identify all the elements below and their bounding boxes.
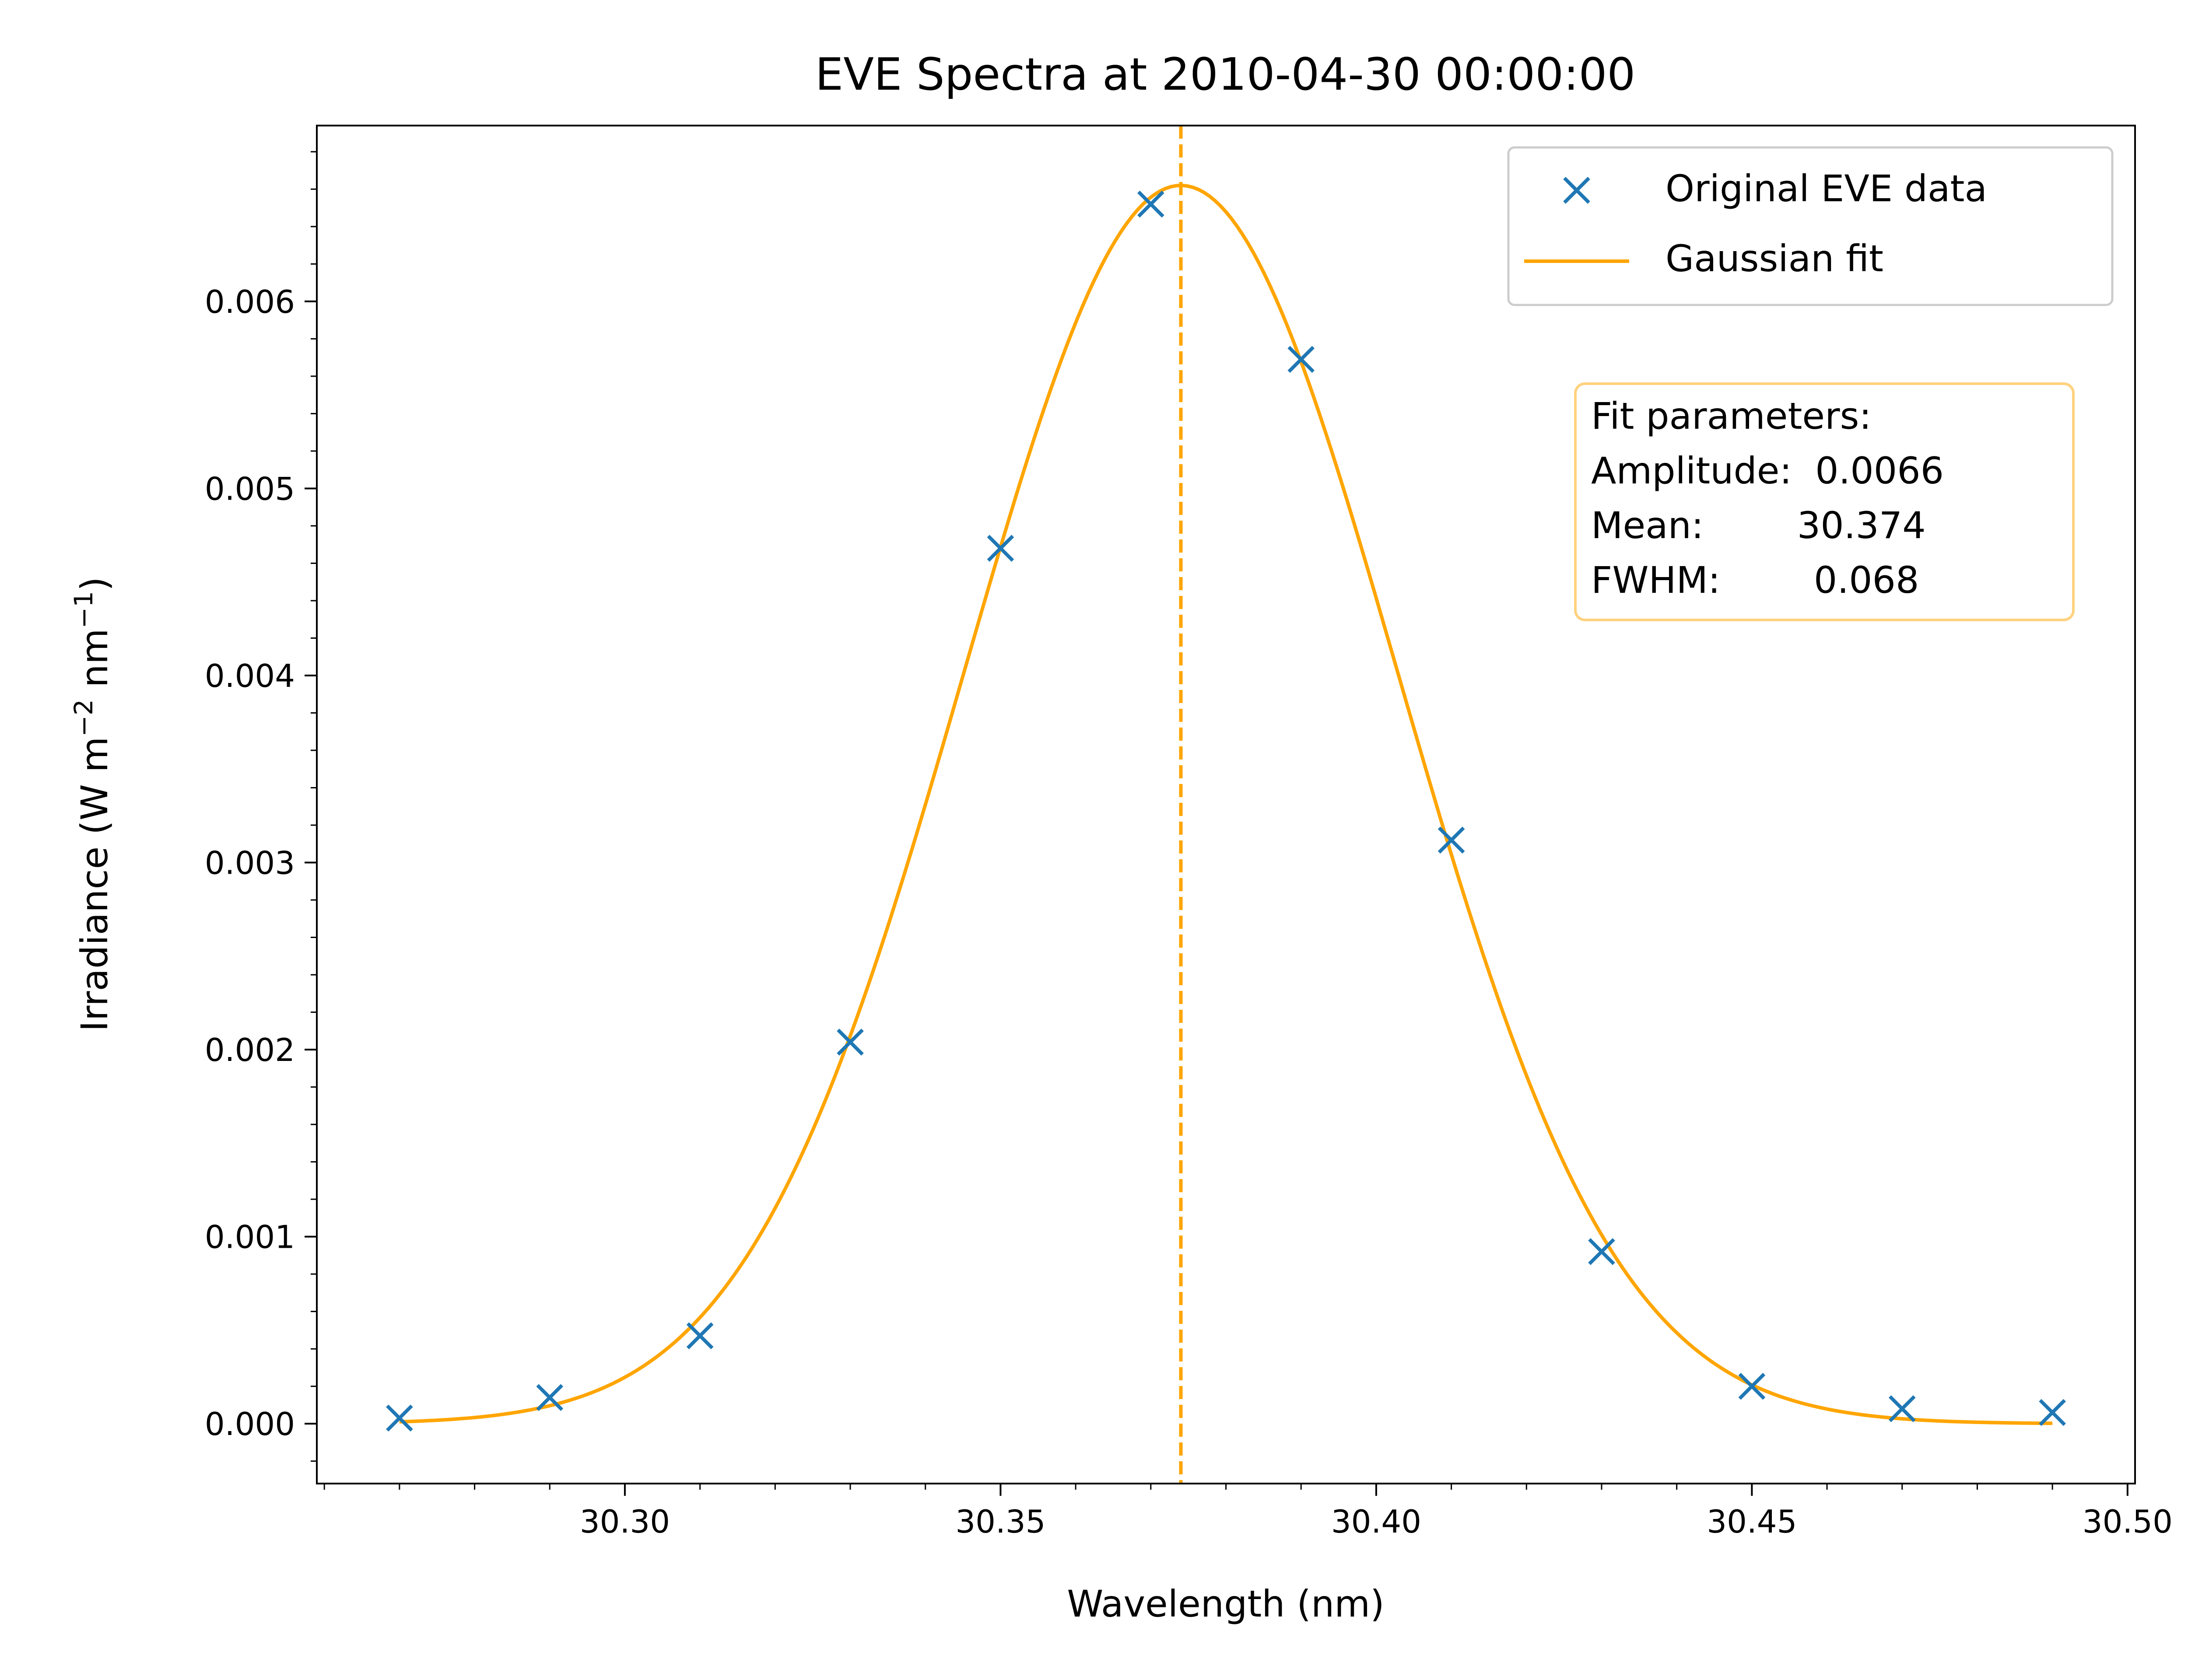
data-point-stroke <box>686 1322 714 1350</box>
x-tick-label: 30.30 <box>580 1503 670 1540</box>
fit-parameters-text: Fit parameters: Amplitude: 0.0066 Mean: … <box>0 0 2026 602</box>
legend-label-fit: Gaussian fit <box>1666 237 1883 280</box>
fit-parameter-amplitude: Amplitude: 0.0066 <box>1591 449 1944 492</box>
fit-parameter-mean: Mean: 30.374 <box>1591 504 1926 547</box>
data-point-stroke <box>386 1404 413 1432</box>
y-tick-label: 0.000 <box>205 1406 295 1442</box>
x-tick-label: 30.45 <box>1707 1503 1797 1540</box>
y-tick-label: 0.006 <box>205 284 295 320</box>
legend-marker-stroke <box>1563 177 1590 204</box>
plot-frame <box>316 125 2136 1484</box>
y-tick-label: 0.003 <box>205 845 295 882</box>
y-tick-label: 0.001 <box>205 1219 295 1256</box>
data-point <box>1588 1238 1615 1265</box>
data-point <box>386 1404 413 1432</box>
data-point <box>536 1384 564 1411</box>
x-axis-title: Wavelength (nm) <box>1067 1582 1385 1625</box>
data-point <box>1438 826 1465 854</box>
data-point <box>1738 1372 1766 1400</box>
legend: Original EVE data Gaussian fit <box>1507 146 2114 306</box>
chart-title: EVE Spectra at 2010-04-30 00:00:00 <box>815 49 1636 101</box>
fit-parameters-box: Fit parameters: Amplitude: 0.0066 Mean: … <box>0 0 2075 621</box>
gaussian-fit-line <box>399 183 2053 1425</box>
x-tick-label: 30.40 <box>1331 1503 1421 1540</box>
data-point <box>1888 1395 1916 1422</box>
data-point-stroke <box>1738 1372 1766 1400</box>
x-axis: 30.30 30.35 30.40 30.45 30.50 <box>323 1484 2173 1540</box>
data-point-stroke <box>837 1029 864 1056</box>
data-point <box>686 1322 714 1350</box>
legend-label-data: Original EVE data <box>1666 167 1987 210</box>
x-tick-label: 30.35 <box>955 1503 1045 1540</box>
x-tick-label: 30.50 <box>2083 1503 2173 1540</box>
data-point-stroke <box>1287 346 1315 373</box>
data-point-stroke <box>1438 826 1465 854</box>
data-point-stroke <box>536 1384 564 1411</box>
data-point-stroke <box>987 535 1014 562</box>
y-axis: 0.000 0.001 0.002 0.003 0.004 0.005 0.006 <box>205 151 317 1462</box>
y-axis-title-sup2: −1 <box>69 591 98 629</box>
data-point-stroke <box>1888 1395 1916 1422</box>
fit-parameters-heading: Fit parameters: <box>1591 395 1872 438</box>
y-tick-label: 0.004 <box>205 658 295 694</box>
y-tick-label: 0.002 <box>205 1032 295 1068</box>
fit-parameter-fwhm: FWHM: 0.068 <box>1591 559 1919 602</box>
data-point <box>1137 190 1164 218</box>
data-point-stroke <box>1137 190 1164 218</box>
y-axis-title: Irradiance (W m−2 nm−1) <box>69 577 116 1032</box>
data-point-stroke <box>1588 1238 1615 1265</box>
legend-box <box>1507 146 2114 306</box>
data-point <box>837 1029 864 1056</box>
y-axis-title-end: ) <box>73 577 116 591</box>
y-tick-label: 0.005 <box>205 470 295 507</box>
legend-marker-icon <box>1563 177 1590 204</box>
data-point-stroke <box>2039 1399 2066 1426</box>
y-axis-title-main: Irradiance (W m <box>73 737 116 1032</box>
data-point <box>987 535 1014 562</box>
y-axis-title-mid: nm <box>73 628 116 699</box>
plot-area <box>386 126 2066 1484</box>
data-point <box>1287 346 1315 373</box>
data-point <box>2039 1399 2066 1426</box>
y-axis-title-sup1: −2 <box>69 699 98 737</box>
fit-parameters-frame <box>1574 382 2075 621</box>
